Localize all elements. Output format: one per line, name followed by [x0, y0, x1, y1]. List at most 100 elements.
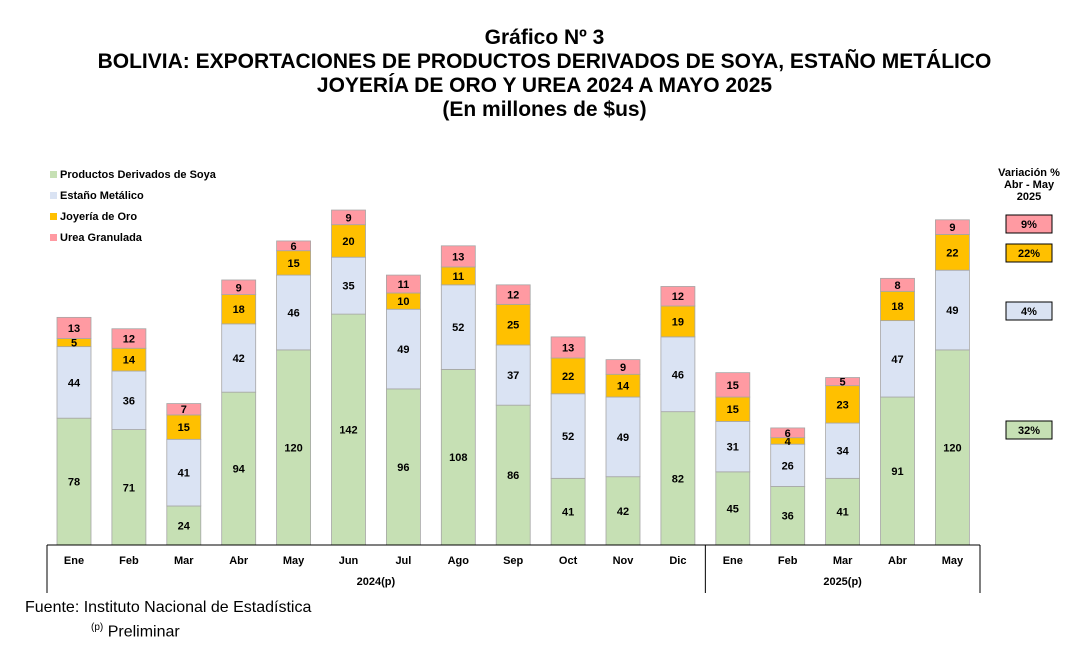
data-label-oro-7: 11: [452, 271, 464, 283]
legend-swatch-estano: [50, 192, 57, 199]
bar-soya-12: [715, 471, 751, 546]
variation-box-estano: [1005, 301, 1053, 321]
bar-urea-11: [660, 286, 696, 307]
data-label-soya-12: 45: [727, 503, 739, 515]
bar-estano-12: [715, 421, 751, 473]
variation-label-soya: 32%: [1018, 425, 1040, 437]
legend-label-soya: Productos Derivados de Soya: [60, 169, 217, 181]
corner-patch: [999, 598, 1059, 640]
bar-urea-1: [111, 328, 147, 349]
data-label-soya-13: 36: [782, 511, 794, 523]
data-label-estano-12: 31: [727, 442, 739, 454]
bar-oro-9: [550, 357, 586, 395]
bar-estano-0: [56, 346, 92, 419]
data-label-urea-14: 5: [840, 377, 846, 389]
bar-soya-4: [276, 349, 312, 546]
data-label-soya-8: 86: [507, 470, 519, 482]
bar-urea-12: [715, 372, 751, 398]
data-label-estano-2: 41: [178, 468, 190, 480]
data-label-urea-16: 9: [949, 222, 955, 234]
variation-title-line-2: 2025: [1017, 191, 1041, 203]
data-label-urea-11: 12: [672, 291, 684, 303]
x-tick-label-12: Ene: [723, 555, 743, 567]
data-label-urea-6: 11: [398, 279, 410, 291]
bar-urea-7: [440, 245, 476, 268]
data-label-estano-4: 46: [287, 307, 299, 319]
bar-oro-4: [276, 250, 312, 276]
data-label-oro-16: 22: [946, 247, 958, 259]
source-text: Fuente: Instituto Nacional de Estadístic…: [25, 599, 312, 616]
bar-estano-16: [935, 269, 970, 351]
bar-estano-15: [880, 320, 915, 398]
data-label-soya-6: 96: [397, 462, 409, 474]
variation-title-line-0: Variación %: [998, 167, 1060, 179]
bar-urea-13: [770, 427, 806, 439]
variation-box-soya: [1005, 420, 1053, 440]
title-line-4: (En millones de $us): [442, 98, 647, 121]
x-tick-label-1: Feb: [119, 555, 139, 567]
legend-label-estano: Estaño Metálico: [60, 190, 144, 202]
data-label-estano-9: 52: [562, 431, 574, 443]
bar-urea-2: [166, 403, 202, 416]
title-line-1: Gráfico Nº 3: [484, 26, 605, 49]
bar-estano-6: [385, 308, 421, 390]
bar-estano-1: [111, 370, 147, 430]
data-label-estano-13: 26: [782, 460, 794, 472]
data-label-oro-2: 15: [178, 422, 190, 434]
data-label-urea-12: 15: [727, 380, 739, 392]
bar-oro-2: [166, 414, 202, 440]
x-tick-label-7: Ago: [448, 555, 470, 567]
preliminary-text: Preliminar: [107, 623, 180, 641]
preliminary-marker: (p): [91, 622, 104, 633]
bar-urea-14: [825, 377, 860, 387]
bar-urea-0: [56, 316, 92, 339]
data-label-urea-4: 6: [291, 241, 297, 253]
bar-soya-1: [111, 429, 147, 546]
data-label-urea-7: 13: [452, 251, 464, 263]
data-label-oro-11: 19: [672, 316, 684, 328]
legend-swatch-oro: [50, 213, 57, 220]
title-line-3: JOYERÍA DE ORO Y UREA 2024 A MAYO 2025: [316, 74, 773, 97]
bar-oro-5: [331, 224, 366, 258]
variation-label-estano: 4%: [1021, 306, 1037, 318]
variation-title-line-1: Abr - May: [1004, 179, 1055, 191]
variation-box-urea: [1005, 214, 1053, 234]
data-label-urea-13: 6: [785, 428, 791, 440]
source-note: Fuente: Instituto Nacional de Estadístic…: [25, 598, 311, 642]
data-label-oro-6: 10: [397, 296, 409, 308]
variation-box-oro: [1005, 243, 1053, 263]
bar-urea-10: [605, 359, 641, 375]
data-label-soya-14: 41: [836, 507, 848, 519]
x-tick-label-10: Nov: [613, 555, 635, 567]
x-tick-label-4: May: [283, 555, 305, 567]
data-label-urea-0: 13: [68, 323, 80, 335]
x-tick-label-6: Jul: [395, 555, 411, 567]
x-tick-label-3: Abr: [229, 555, 249, 567]
data-label-oro-5: 20: [342, 236, 354, 248]
variation-label-urea: 9%: [1021, 219, 1037, 231]
data-label-soya-4: 120: [284, 442, 302, 454]
data-label-urea-10: 9: [620, 362, 626, 374]
data-label-oro-12: 15: [727, 404, 739, 416]
data-label-urea-9: 13: [562, 342, 574, 354]
data-label-soya-15: 91: [891, 466, 903, 478]
x-tick-label-0: Ene: [64, 555, 84, 567]
data-label-soya-10: 42: [617, 506, 629, 518]
group-label-0: 2024(p): [357, 576, 396, 588]
preliminary-note: (p) Preliminar: [25, 618, 311, 642]
bar-soya-7: [440, 368, 476, 546]
bar-soya-16: [935, 349, 970, 546]
data-label-estano-5: 35: [342, 281, 354, 293]
legend-swatch-urea: [50, 234, 57, 241]
bar-oro-11: [660, 305, 696, 338]
data-label-oro-0: 5: [71, 338, 77, 350]
data-label-urea-15: 8: [894, 280, 900, 292]
chart-title: Gráfico Nº 3 BOLIVIA: EXPORTACIONES DE P…: [0, 26, 1089, 122]
bar-oro-3: [221, 294, 257, 325]
data-label-urea-1: 12: [123, 333, 135, 345]
data-label-soya-9: 41: [562, 507, 574, 519]
bar-estano-4: [276, 274, 312, 351]
bar-soya-0: [56, 417, 92, 546]
x-tick-label-8: Sep: [503, 555, 523, 567]
bar-soya-3: [221, 391, 257, 546]
